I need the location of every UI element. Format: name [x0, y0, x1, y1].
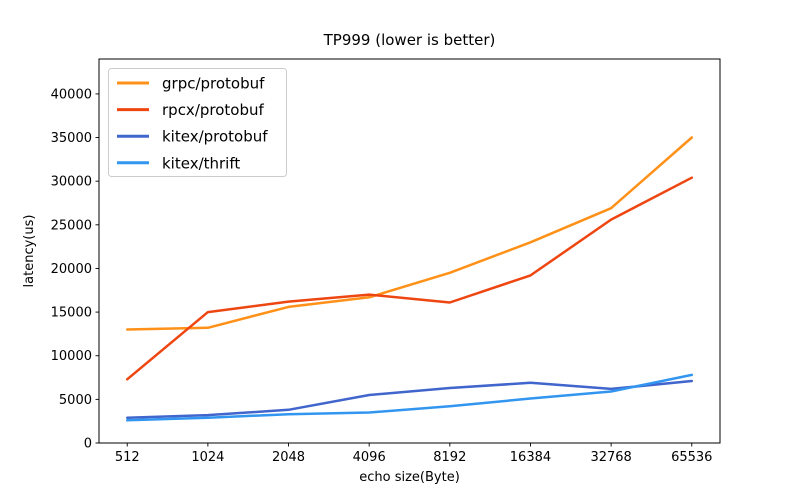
- legend-item: rpcx/protobuf: [117, 101, 264, 119]
- legend-item: kitex/thrift: [117, 154, 240, 172]
- series-line: [125, 136, 694, 331]
- y-tick-label: 25000: [51, 218, 92, 233]
- series-line: [125, 373, 694, 422]
- chart-title: TP999 (lower is better): [323, 31, 496, 49]
- y-tick-label: 15000: [51, 306, 92, 321]
- y-tick-label: 10000: [51, 349, 92, 364]
- x-axis-label: echo size(Byte): [359, 470, 460, 485]
- legend-box: [108, 68, 287, 177]
- legend-item-label: grpc/protobuf: [162, 75, 265, 93]
- legend-item-label: kitex/thrift: [162, 154, 240, 172]
- y-tick-label: 0: [84, 437, 92, 452]
- legend: grpc/protobuf rpcx/protobuf kitex/protobuf…: [108, 68, 287, 177]
- plot-area: 0 5000 10000 15000 20000 25000 30000 35000 40000…: [51, 58, 721, 465]
- plot-border: [98, 58, 721, 444]
- x-tick-label: 2048: [272, 450, 305, 465]
- y-tick-label: 5000: [59, 393, 92, 408]
- y-axis-label: latency(us): [22, 215, 37, 288]
- x-tick-label: 4096: [353, 450, 386, 465]
- y-tick-label: 40000: [51, 87, 92, 102]
- x-tick-label: 512: [115, 450, 140, 465]
- legend-item-label: rpcx/protobuf: [162, 101, 264, 119]
- x-tick-label: 32768: [590, 450, 631, 465]
- series-line: [125, 379, 694, 419]
- x-tick-label: 8192: [433, 450, 466, 465]
- x-tick-label: 1024: [191, 450, 224, 465]
- y-tick-label: 35000: [51, 131, 92, 146]
- legend-item-label: kitex/protobuf: [162, 128, 268, 146]
- x-tick-label: 65536: [671, 450, 712, 465]
- x-tick-label: 16384: [510, 450, 551, 465]
- y-tick-label: 30000: [51, 175, 92, 190]
- series-line: [125, 176, 694, 381]
- legend-item: grpc/protobuf: [117, 75, 265, 93]
- legend-item: kitex/protobuf: [117, 128, 268, 146]
- y-tick-label: 20000: [51, 262, 92, 277]
